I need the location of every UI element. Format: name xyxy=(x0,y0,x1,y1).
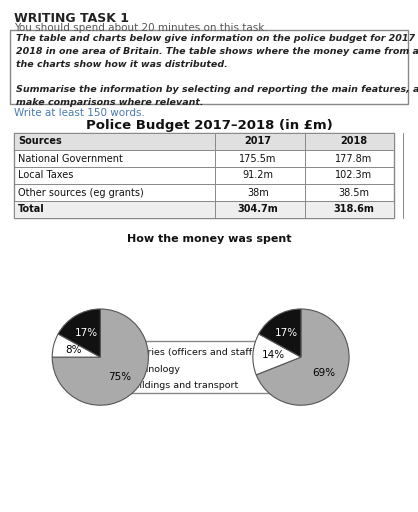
Text: Total: Total xyxy=(18,204,45,215)
Text: Police Budget 2017–2018 (in £m): Police Budget 2017–2018 (in £m) xyxy=(86,119,332,132)
Text: 2018: 2018 xyxy=(340,137,367,146)
FancyBboxPatch shape xyxy=(108,380,121,390)
Text: 318.6m: 318.6m xyxy=(334,204,375,215)
FancyBboxPatch shape xyxy=(10,30,408,104)
Text: 75%: 75% xyxy=(109,372,132,382)
Text: 2017: 2017 xyxy=(245,137,272,146)
Wedge shape xyxy=(52,309,148,405)
Wedge shape xyxy=(253,334,301,375)
FancyBboxPatch shape xyxy=(14,133,394,150)
Wedge shape xyxy=(259,309,301,357)
Text: 177.8m: 177.8m xyxy=(335,154,372,163)
Text: Technology: Technology xyxy=(127,365,180,373)
Text: The table and charts below give information on the police budget for 2017 and
20: The table and charts below give informat… xyxy=(16,34,418,107)
Text: 91.2m: 91.2m xyxy=(242,170,273,181)
Text: 2018: 2018 xyxy=(294,328,326,341)
FancyBboxPatch shape xyxy=(100,341,318,393)
Text: 17%: 17% xyxy=(74,328,98,338)
Text: Local Taxes: Local Taxes xyxy=(18,170,74,181)
Text: 102.3m: 102.3m xyxy=(335,170,372,181)
Text: 2017: 2017 xyxy=(76,328,108,341)
Text: Write at least 150 words.: Write at least 150 words. xyxy=(14,108,145,118)
Text: 304.7m: 304.7m xyxy=(237,204,278,215)
Text: 38m: 38m xyxy=(247,187,269,198)
Text: WRITING TASK 1: WRITING TASK 1 xyxy=(14,12,129,25)
Wedge shape xyxy=(58,309,100,357)
FancyBboxPatch shape xyxy=(14,133,394,218)
FancyBboxPatch shape xyxy=(108,364,121,374)
Text: 14%: 14% xyxy=(262,350,285,360)
Text: Buildings and transport: Buildings and transport xyxy=(127,380,238,390)
Text: 175.5m: 175.5m xyxy=(240,154,277,163)
Text: You should spend about 20 minutes on this task.: You should spend about 20 minutes on thi… xyxy=(14,23,268,33)
Text: 8%: 8% xyxy=(65,345,82,355)
Text: National Government: National Government xyxy=(18,154,123,163)
Text: 38.5m: 38.5m xyxy=(339,187,370,198)
Text: 17%: 17% xyxy=(275,328,298,338)
Text: Other sources (eg grants): Other sources (eg grants) xyxy=(18,187,144,198)
Wedge shape xyxy=(256,309,349,405)
Wedge shape xyxy=(52,334,100,357)
Text: Salaries (officers and staff): Salaries (officers and staff) xyxy=(127,349,256,357)
Text: 69%: 69% xyxy=(313,368,336,378)
FancyBboxPatch shape xyxy=(108,348,121,358)
FancyBboxPatch shape xyxy=(14,201,394,218)
Text: Sources: Sources xyxy=(18,137,62,146)
Text: How the money was spent: How the money was spent xyxy=(127,234,291,244)
